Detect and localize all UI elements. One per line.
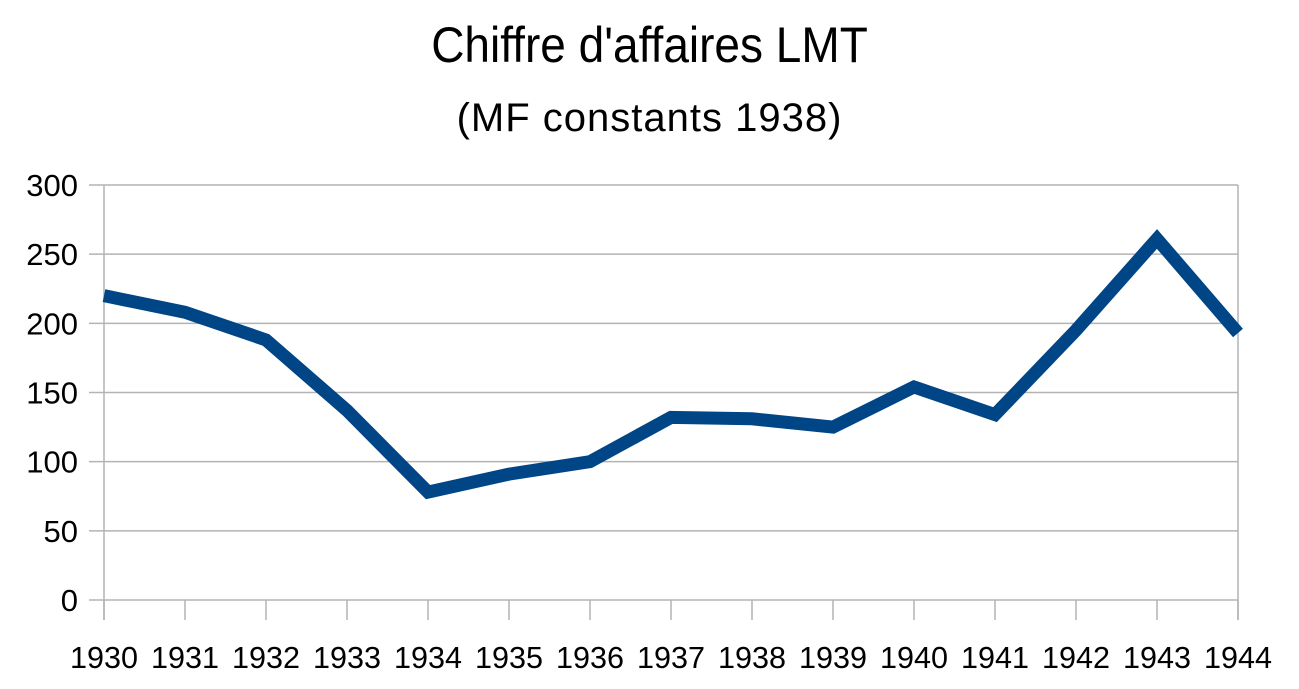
x-tick-label: 1935 xyxy=(475,640,543,675)
y-tick-label: 300 xyxy=(26,168,78,203)
data-line xyxy=(102,229,1243,500)
x-tick-label: 1933 xyxy=(313,640,381,675)
y-tick-label: 150 xyxy=(26,376,78,411)
x-tick-label: 1936 xyxy=(556,640,624,675)
x-tick-label: 1943 xyxy=(1123,640,1191,675)
x-tick-label: 1944 xyxy=(1204,640,1272,675)
chart-subtitle: (MF constants 1938) xyxy=(456,96,843,140)
chart-title: Chiffre d'affaires LMT xyxy=(431,17,868,73)
x-tick-label: 1941 xyxy=(961,640,1029,675)
x-tick-label: 1937 xyxy=(637,640,705,675)
x-tick-label: 1934 xyxy=(394,640,462,675)
x-tick-label: 1938 xyxy=(718,640,786,675)
x-tick-label: 1940 xyxy=(880,640,948,675)
y-tick-label: 200 xyxy=(26,306,78,341)
x-tick-label: 1931 xyxy=(151,640,219,675)
y-tick-label: 100 xyxy=(26,445,78,480)
y-tick-label: 0 xyxy=(61,583,78,618)
x-tick-label: 1932 xyxy=(232,640,300,675)
y-tick-label: 50 xyxy=(44,514,78,549)
x-tick-label: 1942 xyxy=(1042,640,1110,675)
x-tick-label: 1930 xyxy=(70,640,138,675)
x-tick-label: 1939 xyxy=(799,640,867,675)
y-tick-label: 250 xyxy=(26,237,78,272)
